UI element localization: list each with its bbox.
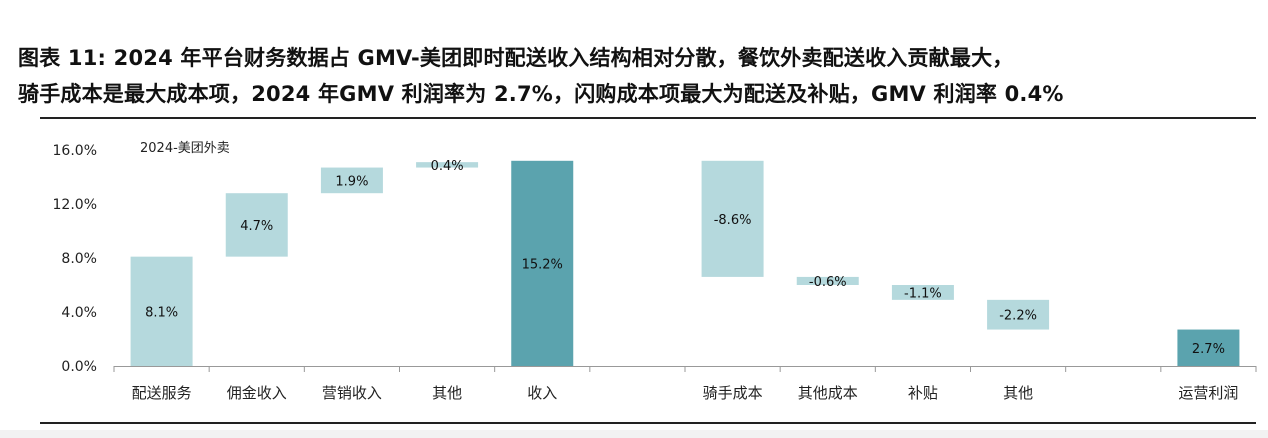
bar-2: [225, 193, 288, 257]
x-axis-labels: 配送服务 佣金收入 营销收入 其他 收入 骑手成本 其他成本 补贴 其他 运营利润: [132, 384, 1239, 402]
y-tick-label: 12.0%: [53, 197, 97, 213]
title-line-1: 图表 11: 2024 年平台财务数据占 GMV-美团即时配送收入结构相对分散，…: [18, 46, 1014, 70]
chart-annotation: 2024-美团外卖: [140, 141, 230, 156]
bar-value-label: 15.2%: [522, 257, 563, 272]
bar-value-label: -0.6%: [809, 275, 847, 290]
x-category-label: 营销收入: [322, 384, 382, 402]
y-tick-label: 4.0%: [61, 305, 97, 321]
bar-9: [987, 299, 1050, 330]
bar-10: [1177, 329, 1240, 366]
figure-title: 图表 11: 2024 年平台财务数据占 GMV-美团即时配送收入结构相对分散，…: [18, 40, 1254, 112]
x-category-label: 佣金收入: [227, 384, 287, 402]
title-line-2: 骑手成本是最大成本项，2024 年GMV 利润率为 2.7%，闪购成本项最大为配…: [18, 82, 1064, 106]
bar-value-label: 2.7%: [1192, 342, 1225, 357]
x-category-label: 收入: [527, 384, 557, 402]
x-category-label: 其他: [1003, 384, 1033, 402]
bar-3: [320, 167, 383, 194]
x-category-label: 其他成本: [798, 384, 858, 402]
bar-value-label: -8.6%: [714, 213, 752, 228]
bar-value-label: 0.4%: [431, 159, 464, 174]
y-tick-label: 8.0%: [61, 251, 97, 267]
bar-5: [511, 160, 574, 366]
data-labels: 8.1% 4.7% 1.9% 0.4% 15.2% -8.6% -0.6% -1.1% -2.2…: [145, 159, 1225, 357]
y-tick-label: 16.0%: [53, 143, 97, 159]
bar-value-label: 1.9%: [335, 174, 368, 189]
bar-value-label: 8.1%: [145, 305, 178, 320]
bar-value-label: 4.7%: [240, 219, 273, 234]
bar-value-label: -2.2%: [999, 309, 1037, 324]
top-rule: [40, 117, 1256, 119]
y-axis: 0.0% 4.0% 8.0% 12.0% 16.0%: [53, 143, 97, 375]
bar-value-label: -1.1%: [904, 286, 942, 301]
bar-1: [130, 256, 193, 366]
bar-7: [796, 276, 859, 285]
x-category-label: 运营利润: [1178, 384, 1238, 402]
bar-4: [416, 162, 479, 168]
bar-8: [891, 285, 954, 300]
bars-group: [130, 160, 1240, 366]
x-category-label: 补贴: [908, 384, 938, 402]
x-axis-ticks: [113, 366, 1257, 372]
x-category-label: 骑手成本: [703, 384, 763, 402]
bottom-rule: [40, 422, 1256, 424]
y-tick-label: 0.0%: [61, 359, 97, 375]
x-category-label: 配送服务: [132, 384, 192, 402]
x-category-label: 其他: [432, 384, 462, 402]
footer-band: [0, 430, 1268, 438]
bar-6: [701, 160, 764, 277]
